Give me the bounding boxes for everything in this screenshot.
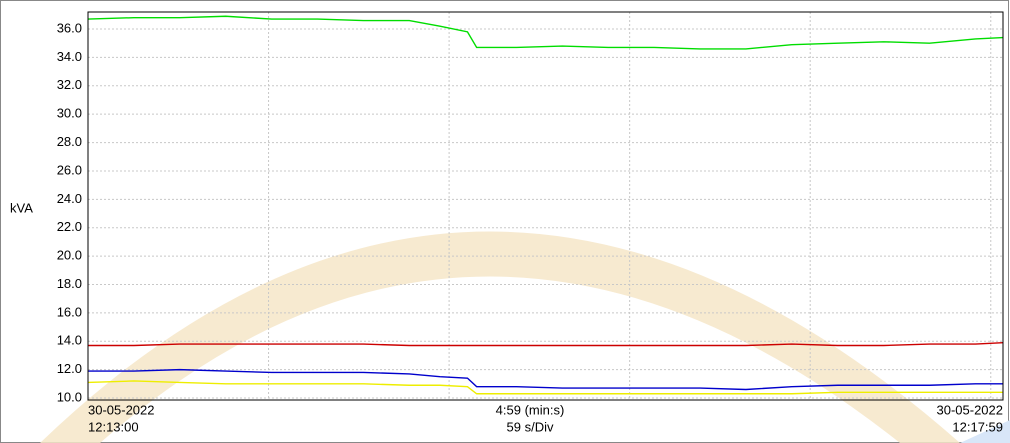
y-axis-label: kVA xyxy=(10,200,33,215)
x-label: 30-05-2022 xyxy=(937,402,1004,417)
x-label: 12:17:59 xyxy=(952,419,1003,434)
y-tick-label: 32.0 xyxy=(57,77,82,92)
plot-frame xyxy=(87,11,1004,401)
y-tick-label: 14.0 xyxy=(57,333,82,348)
x-label: 30-05-2022 xyxy=(88,402,155,417)
x-label: 12:13:00 xyxy=(88,419,139,434)
series-line xyxy=(87,15,1004,50)
watermark-corner xyxy=(960,420,1010,443)
series-line xyxy=(88,368,1003,391)
y-tick-label: 18.0 xyxy=(57,276,82,291)
y-tick-label: 36.0 xyxy=(57,20,82,35)
grid xyxy=(88,12,1003,400)
x-label: 4:59 (min:s) xyxy=(496,402,565,417)
y-tick-label: 30.0 xyxy=(57,106,82,121)
y-tick-label: 26.0 xyxy=(57,162,82,177)
x-label: 59 s/Div xyxy=(507,419,554,434)
y-tick-label: 28.0 xyxy=(57,134,82,149)
series-line xyxy=(88,341,1004,347)
y-tick-label: 24.0 xyxy=(57,191,82,206)
y-tick-label: 34.0 xyxy=(57,49,82,64)
y-tick-label: 12.0 xyxy=(57,361,82,376)
y-tick-label: 22.0 xyxy=(57,219,82,234)
series-line xyxy=(87,380,1003,395)
y-tick-label: 20.0 xyxy=(57,248,82,263)
y-tick-label: 16.0 xyxy=(57,304,82,319)
lines xyxy=(87,15,1004,395)
y-tick-label: 10.0 xyxy=(57,389,82,404)
